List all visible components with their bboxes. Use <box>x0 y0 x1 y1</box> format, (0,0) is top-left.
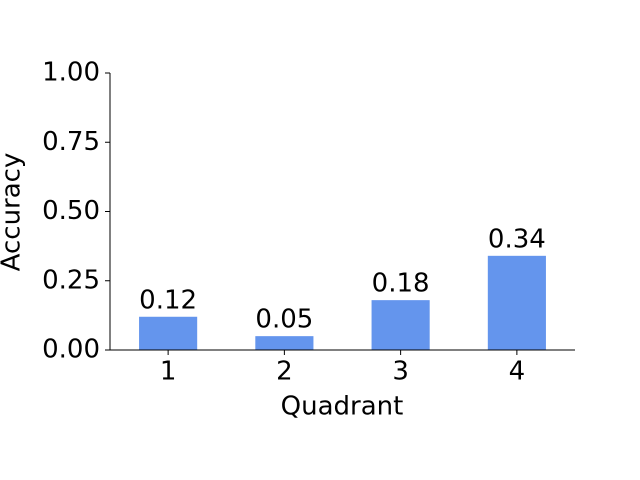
x-tick-label: 3 <box>392 357 409 387</box>
data-label: 0.05 <box>255 305 313 335</box>
data-label: 0.18 <box>372 269 430 299</box>
x-tick-label: 2 <box>276 357 293 387</box>
y-tick-label: 0.50 <box>42 196 100 226</box>
bar <box>255 336 314 350</box>
y-tick-label: 1.00 <box>42 58 100 88</box>
y-tick-label: 0.75 <box>42 127 100 157</box>
bar <box>139 316 198 350</box>
bar <box>371 300 430 350</box>
y-tick-label: 0.25 <box>42 265 100 295</box>
x-tick-label: 1 <box>160 357 177 387</box>
x-axis-label: Quadrant <box>281 392 404 422</box>
data-label: 0.34 <box>488 224 546 254</box>
bar <box>487 255 546 350</box>
x-tick-label: 4 <box>509 357 526 387</box>
y-axis-label: Accuracy <box>0 153 27 272</box>
y-tick-label: 0.00 <box>42 335 100 365</box>
data-label: 0.12 <box>139 285 197 315</box>
